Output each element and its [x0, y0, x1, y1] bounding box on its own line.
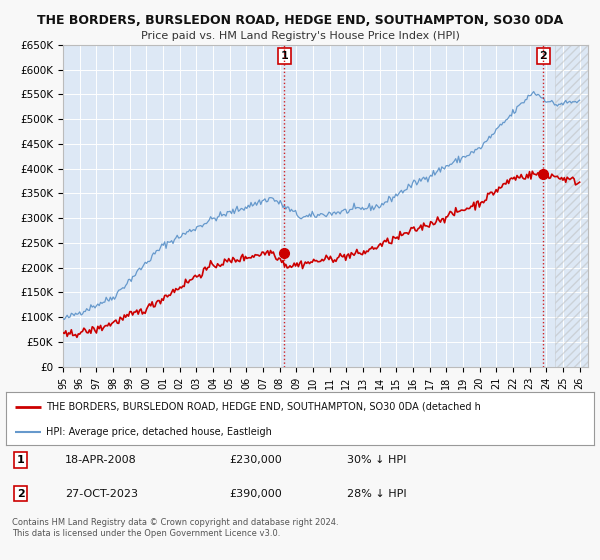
- Text: 2: 2: [539, 51, 547, 61]
- Text: 28% ↓ HPI: 28% ↓ HPI: [347, 488, 407, 498]
- Text: 27-OCT-2023: 27-OCT-2023: [65, 488, 138, 498]
- Text: HPI: Average price, detached house, Eastleigh: HPI: Average price, detached house, East…: [46, 427, 272, 437]
- Text: THE BORDERS, BURSLEDON ROAD, HEDGE END, SOUTHAMPTON, SO30 0DA: THE BORDERS, BURSLEDON ROAD, HEDGE END, …: [37, 14, 563, 27]
- Text: This data is licensed under the Open Government Licence v3.0.: This data is licensed under the Open Gov…: [12, 529, 280, 538]
- Text: £390,000: £390,000: [229, 488, 282, 498]
- Text: 2: 2: [17, 488, 25, 498]
- Text: Contains HM Land Registry data © Crown copyright and database right 2024.: Contains HM Land Registry data © Crown c…: [12, 518, 338, 527]
- Text: Price paid vs. HM Land Registry's House Price Index (HPI): Price paid vs. HM Land Registry's House …: [140, 31, 460, 41]
- Text: 1: 1: [17, 455, 25, 465]
- Text: 18-APR-2008: 18-APR-2008: [65, 455, 137, 465]
- Text: 30% ↓ HPI: 30% ↓ HPI: [347, 455, 406, 465]
- Text: 1: 1: [281, 51, 289, 61]
- Text: THE BORDERS, BURSLEDON ROAD, HEDGE END, SOUTHAMPTON, SO30 0DA (detached h: THE BORDERS, BURSLEDON ROAD, HEDGE END, …: [46, 402, 481, 412]
- Text: £230,000: £230,000: [229, 455, 282, 465]
